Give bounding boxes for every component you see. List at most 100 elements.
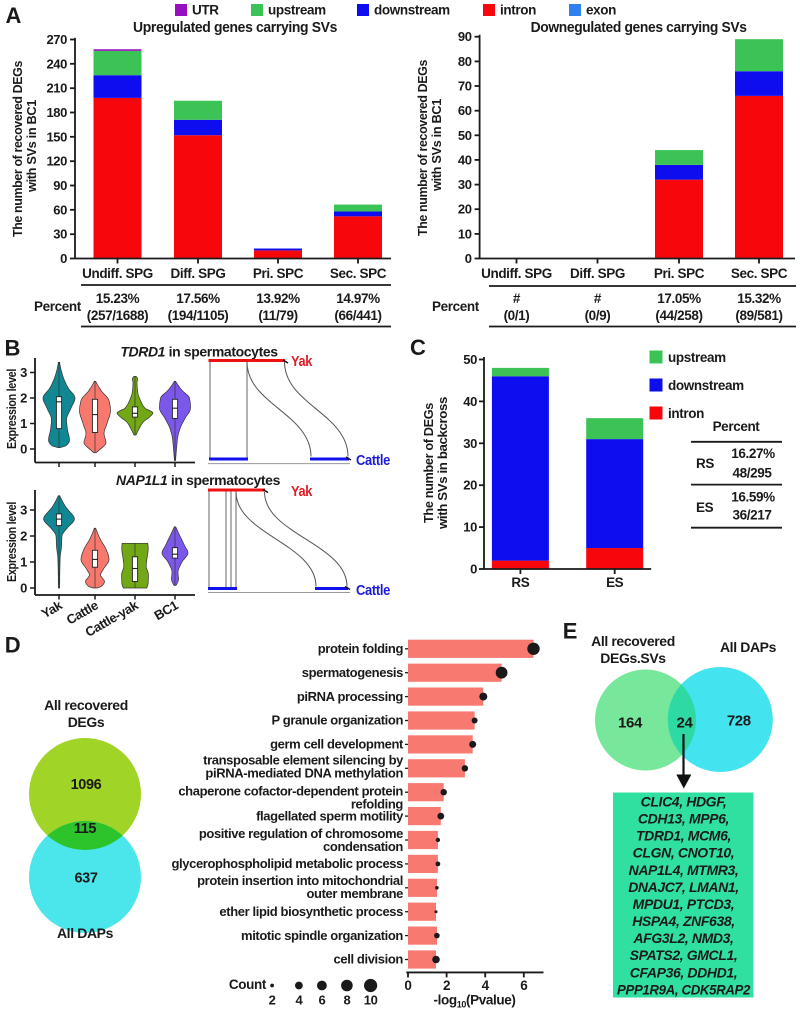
svg-text:Diff. SPG: Diff. SPG (570, 266, 625, 281)
svg-text:4: 4 (482, 978, 490, 993)
svg-text:Cattle: Cattle (356, 583, 390, 599)
svg-text:spermatogenesis: spermatogenesis (302, 665, 403, 680)
svg-text:upstream: upstream (668, 350, 726, 365)
svg-text:14.97%: 14.97% (336, 291, 380, 306)
svg-text:(257/1688): (257/1688) (87, 308, 149, 323)
svg-text:-log10(Pvalue): -log10(Pvalue) (434, 993, 516, 1010)
svg-text:3: 3 (20, 365, 27, 380)
svg-text:Undiff. SPG: Undiff. SPG (82, 266, 153, 281)
svg-text:intron: intron (500, 3, 536, 18)
svg-text:15.23%: 15.23% (96, 291, 140, 306)
svg-text:(0/9): (0/9) (585, 308, 611, 323)
svg-text:20: 20 (463, 478, 477, 493)
svg-text:#: # (513, 291, 521, 306)
svg-text:#: # (594, 291, 602, 306)
svg-text:DNAJC7, LMAN1,: DNAJC7, LMAN1, (628, 879, 739, 895)
svg-text:with SVs in backcross: with SVs in backcross (435, 397, 450, 530)
svg-text:180: 180 (46, 105, 67, 120)
svg-text:piRNA-mediated DNA methylation: piRNA-mediated DNA methylation (205, 766, 403, 781)
svg-text:All recovered: All recovered (44, 697, 128, 713)
svg-text:TDRD1 in spermatocytes: TDRD1 in spermatocytes (120, 344, 278, 360)
svg-text:(0/1): (0/1) (504, 308, 530, 323)
svg-text:glycerophospholipid metabolic: glycerophospholipid metabolic process (171, 856, 403, 871)
svg-text:ES: ES (696, 500, 714, 515)
svg-text:0: 0 (20, 442, 27, 457)
svg-text:transposable element silencing: transposable element silencing by (203, 753, 404, 768)
svg-text:0: 0 (470, 562, 477, 577)
svg-text:3: 3 (20, 503, 27, 518)
svg-text:MPDU1, PTCD3,: MPDU1, PTCD3, (633, 896, 735, 912)
svg-text:(194/1105): (194/1105) (168, 308, 229, 323)
svg-text:30: 30 (458, 177, 472, 192)
svg-text:upstream: upstream (268, 3, 326, 18)
svg-text:10: 10 (458, 226, 472, 241)
svg-text:chaperone cofactor-dependent p: chaperone cofactor-dependent protein (178, 784, 403, 799)
svg-text:70: 70 (458, 79, 472, 94)
svg-text:115: 115 (74, 821, 97, 837)
svg-text:13.92%: 13.92% (256, 291, 300, 306)
svg-text:(11/79): (11/79) (258, 308, 297, 323)
svg-text:Expression level: Expression level (4, 502, 19, 582)
svg-text:B: B (5, 336, 21, 361)
svg-text:150: 150 (46, 129, 67, 144)
svg-text:6: 6 (318, 993, 325, 1008)
svg-text:CLGN, CNOT10,: CLGN, CNOT10, (633, 845, 735, 861)
svg-text:24: 24 (677, 715, 694, 732)
svg-text:2: 2 (20, 529, 27, 544)
svg-text:(44/258): (44/258) (655, 308, 702, 323)
svg-text:A: A (6, 3, 22, 28)
svg-text:6: 6 (520, 978, 528, 993)
svg-text:E: E (563, 619, 577, 644)
svg-text:240: 240 (46, 56, 67, 71)
svg-text:90: 90 (458, 29, 472, 44)
svg-text:TDRD1, MCM6,: TDRD1, MCM6, (636, 828, 731, 844)
svg-text:with SVs in BC1: with SVs in BC1 (24, 100, 39, 193)
svg-text:Yak: Yak (291, 354, 313, 370)
svg-text:Cattle: Cattle (356, 453, 390, 469)
svg-text:P granule organization: P granule organization (271, 713, 403, 728)
svg-text:15.32%: 15.32% (737, 291, 781, 306)
svg-text:164: 164 (618, 715, 643, 732)
svg-text:DEGs: DEGs (68, 714, 105, 730)
svg-text:Count: Count (229, 977, 267, 992)
svg-text:exon: exon (586, 3, 616, 18)
svg-text:10: 10 (463, 520, 477, 535)
svg-text:80: 80 (458, 54, 472, 69)
svg-text:17.05%: 17.05% (657, 291, 701, 306)
svg-text:90: 90 (53, 178, 67, 193)
svg-text:protein insertion into mitocho: protein insertion into mitochondrial (197, 873, 403, 888)
svg-text:intron: intron (668, 406, 704, 421)
svg-text:NAP1L1 in spermatocytes: NAP1L1 in spermatocytes (116, 472, 281, 488)
svg-text:mitotic spindle organization: mitotic spindle organization (241, 928, 403, 943)
svg-text:NAP1L4, MTMR3,: NAP1L4, MTMR3, (629, 862, 739, 878)
svg-text:60: 60 (458, 103, 472, 118)
svg-text:Percent: Percent (432, 299, 480, 314)
svg-text:germ cell development: germ cell development (270, 737, 404, 752)
svg-text:0: 0 (20, 581, 27, 596)
svg-text:(89/581): (89/581) (735, 308, 782, 323)
svg-text:flagellated sperm motility: flagellated sperm motility (256, 808, 404, 823)
svg-text:All DAPs: All DAPs (57, 925, 114, 941)
svg-text:AFG3L2, NMD3,: AFG3L2, NMD3, (632, 930, 733, 946)
svg-text:outer membrane: outer membrane (306, 886, 403, 901)
svg-text:Yak: Yak (291, 484, 313, 500)
svg-text:60: 60 (53, 202, 67, 217)
svg-text:40: 40 (458, 152, 472, 167)
svg-text:Sec. SPC: Sec. SPC (731, 266, 788, 281)
svg-text:1: 1 (20, 555, 27, 570)
svg-text:PPP1R9A, CDK5RAP2: PPP1R9A, CDK5RAP2 (617, 981, 751, 997)
svg-text:0: 0 (404, 978, 411, 993)
svg-text:Sec. SPC: Sec. SPC (330, 266, 387, 281)
svg-text:Downegulated genes carrying SV: Downegulated genes carrying SVs (531, 19, 747, 36)
svg-text:10: 10 (364, 993, 378, 1008)
svg-text:RS: RS (696, 456, 714, 471)
svg-text:with SVs in BC1: with SVs in BC1 (429, 99, 444, 192)
svg-text:ether lipid biosynthetic proce: ether lipid biosynthetic process (219, 904, 403, 919)
svg-text:20: 20 (458, 202, 472, 217)
svg-text:SPATS2, GMCL1,: SPATS2, GMCL1, (630, 947, 738, 963)
svg-text:protein folding: protein folding (318, 641, 404, 656)
svg-text:cell division: cell division (334, 952, 404, 967)
svg-text:8: 8 (343, 993, 350, 1008)
svg-text:Upregulated genes carrying SVs: Upregulated genes carrying SVs (133, 19, 337, 36)
svg-text:1: 1 (20, 416, 27, 431)
